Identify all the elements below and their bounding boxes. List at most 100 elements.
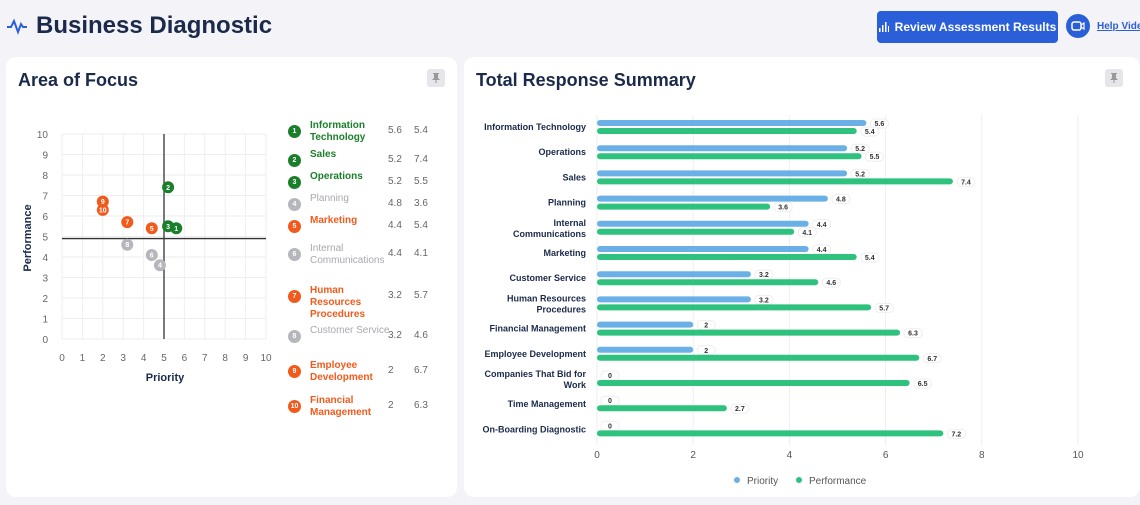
priority-value: 3.2 <box>388 330 402 341</box>
performance-value: 4.6 <box>414 330 428 341</box>
bar-chart-icon <box>878 22 889 32</box>
point-marker <box>153 259 166 272</box>
data-label-bg <box>850 143 870 154</box>
point-label: 5 <box>150 226 154 233</box>
scatter-point: 9 <box>96 195 109 208</box>
priority-value: 4.4 <box>388 220 402 231</box>
y-tick-label: 0 <box>42 335 48 346</box>
category-label: Employee Development <box>484 349 586 359</box>
bar-performance <box>597 178 953 185</box>
bar-performance <box>597 405 727 412</box>
category-label: On-Boarding Diagnostic <box>483 424 587 434</box>
priority-value: 3.2 <box>388 290 402 301</box>
data-label-bg <box>850 168 870 179</box>
category-label: Planning <box>548 198 586 208</box>
category-label: Time Management <box>508 399 586 409</box>
category-label: Operations <box>538 147 586 157</box>
pin-icon[interactable] <box>427 69 445 87</box>
point-marker <box>96 195 109 208</box>
data-label: 5.4 <box>865 255 875 262</box>
point-marker <box>162 220 175 233</box>
data-label-bg <box>831 194 851 205</box>
x-tick-label: 7 <box>202 353 208 364</box>
bar-priority <box>597 220 809 227</box>
y-axis-label: Performance <box>22 204 34 271</box>
item-name: Financial Management <box>310 395 372 418</box>
y-tick-label: 4 <box>42 253 48 264</box>
bar-priority <box>597 296 751 303</box>
point-label: 10 <box>99 207 107 214</box>
review-button-label: Review Assessment Results <box>894 20 1057 34</box>
priority-value: 2 <box>388 365 394 376</box>
point-marker <box>145 248 158 261</box>
bar-priority <box>597 346 694 353</box>
data-label: 5.4 <box>865 129 875 136</box>
item-name: Employee Development <box>310 360 373 383</box>
x-tick-label: 9 <box>243 353 249 364</box>
item-name: Human Resources Procedures <box>310 285 366 320</box>
data-label: 5.6 <box>874 121 884 128</box>
category-label: Companies That Bid for Work <box>484 369 587 390</box>
scatter-point: 3 <box>162 220 175 233</box>
legend-label: Priority <box>747 476 778 487</box>
item-name: Sales <box>310 149 337 160</box>
y-tick-label: 5 <box>42 233 48 244</box>
point-label: 1 <box>174 226 178 233</box>
bar-priority <box>597 246 809 252</box>
data-label: 3.6 <box>778 205 788 212</box>
data-label-bg <box>922 353 942 364</box>
y-tick-label: 1 <box>42 315 48 326</box>
data-label: 4.4 <box>817 247 827 254</box>
data-label-bg <box>956 176 976 187</box>
x-tick-label: 6 <box>883 450 889 461</box>
x-tick-label: 5 <box>161 353 167 364</box>
bar-priority <box>597 170 848 177</box>
category-label: Internal Communications <box>513 218 586 239</box>
priority-value: 5.2 <box>388 176 402 187</box>
bar-priority <box>597 321 694 328</box>
item-name: Marketing <box>310 215 358 226</box>
rank-badge: 8 <box>288 330 301 343</box>
review-assessment-button[interactable]: Review Assessment Results <box>877 11 1058 43</box>
performance-value: 6.7 <box>414 365 428 376</box>
priority-value: 2 <box>388 400 394 411</box>
x-tick-label: 3 <box>120 353 126 364</box>
point-marker <box>145 222 158 235</box>
video-icon[interactable] <box>1066 14 1090 38</box>
data-label-bg <box>797 227 817 238</box>
pin-icon[interactable] <box>1105 69 1123 87</box>
scatter-point: 2 <box>162 181 175 194</box>
x-tick-label: 6 <box>182 353 188 364</box>
x-tick-label: 0 <box>59 353 65 364</box>
item-name: Customer Service <box>310 325 390 336</box>
priority-value: 5.6 <box>388 125 402 136</box>
bar-priority <box>597 195 828 202</box>
data-label: 4.1 <box>802 230 812 237</box>
y-tick-label: 2 <box>42 294 48 305</box>
data-label: 7.2 <box>951 431 961 438</box>
data-label: 6.3 <box>908 331 918 338</box>
x-tick-label: 2 <box>100 353 106 364</box>
legend-label: Performance <box>809 476 867 487</box>
rank-badge: 7 <box>288 290 301 303</box>
data-label: 3.2 <box>759 297 769 304</box>
point-label: 2 <box>166 185 170 192</box>
y-tick-label: 3 <box>42 274 48 285</box>
x-tick-label: 10 <box>1072 450 1084 461</box>
bar-performance <box>597 203 771 210</box>
page-title: Business Diagnostic <box>36 12 273 39</box>
rank-badge: 6 <box>288 248 301 261</box>
performance-value: 3.6 <box>414 198 428 209</box>
help-video-link[interactable]: Help Video <box>1097 21 1140 32</box>
performance-value: 5.7 <box>414 290 428 301</box>
data-label: 4.6 <box>826 280 836 287</box>
bar-performance <box>597 228 795 235</box>
data-label-bg <box>865 151 885 162</box>
point-label: 8 <box>125 242 129 249</box>
category-label: Financial Management <box>489 324 586 334</box>
rank-badge: 3 <box>288 176 301 189</box>
point-label: 4 <box>158 263 162 270</box>
category-label: Human Resources Procedures <box>507 293 586 314</box>
data-label: 5.2 <box>855 171 865 178</box>
